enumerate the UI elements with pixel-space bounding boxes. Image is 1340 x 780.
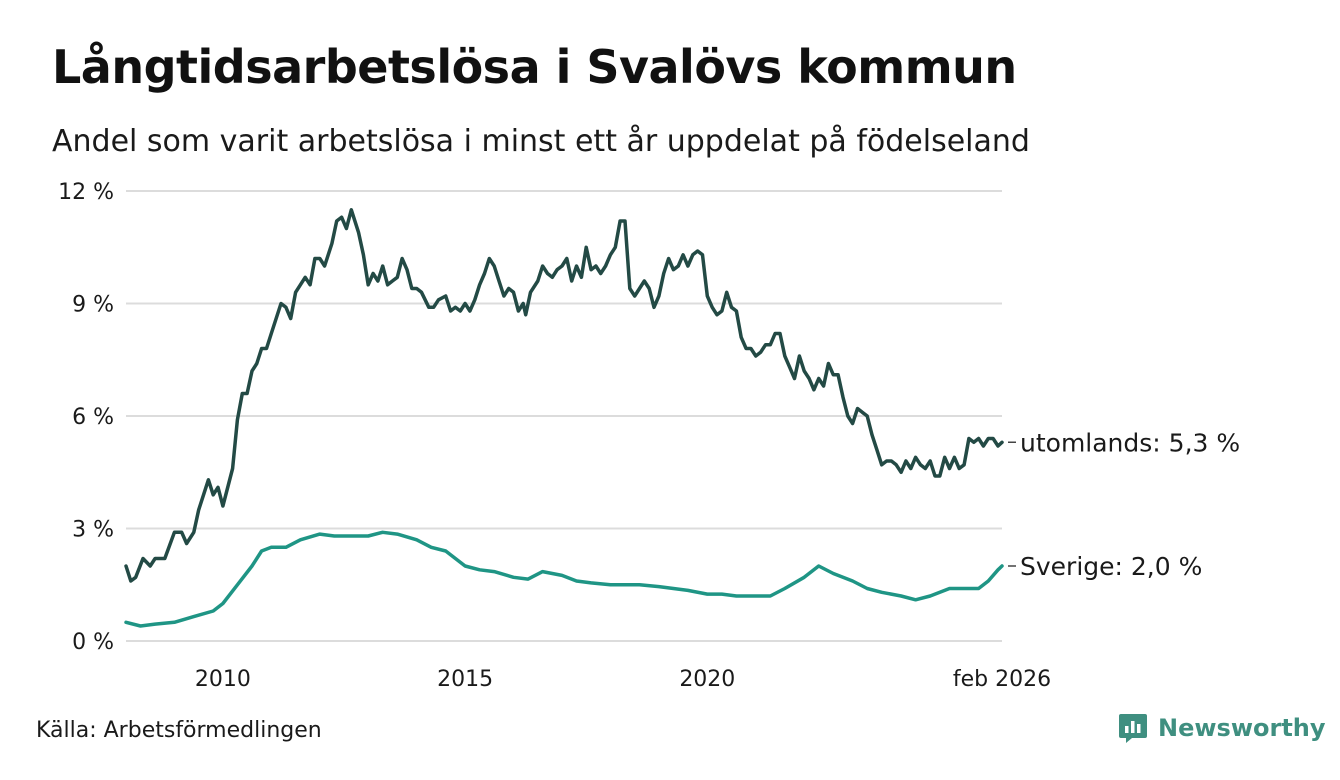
x-tick-label: feb 2026 bbox=[953, 667, 1051, 692]
source-note: Källa: Arbetsförmedlingen bbox=[36, 718, 322, 743]
series-label-sverige: Sverige: 2,0 % bbox=[1020, 552, 1202, 581]
x-tick-label: 2010 bbox=[195, 667, 251, 692]
x-tick-label: 2020 bbox=[679, 667, 735, 692]
y-tick-label: 6 % bbox=[72, 405, 114, 430]
x-axis: 2010 2015 2020 feb 2026 bbox=[195, 667, 1051, 692]
series-line-utomlands bbox=[124, 208, 1004, 583]
newsworthy-icon bbox=[1119, 714, 1147, 743]
series-line-sverige bbox=[124, 530, 1004, 628]
y-tick-label: 3 % bbox=[72, 518, 114, 543]
x-tick-label: 2015 bbox=[437, 667, 493, 692]
brand-logo: Newsworthy bbox=[1118, 712, 1326, 744]
y-axis: 0 % 3 % 6 % 9 % 12 % bbox=[58, 180, 114, 655]
y-tick-label: 12 % bbox=[58, 180, 114, 205]
chart-title: Långtidsarbetslösa i Svalövs kommun bbox=[52, 40, 1017, 94]
chart-subtitle: Andel som varit arbetslösa i minst ett å… bbox=[52, 124, 1030, 159]
y-tick-label: 9 % bbox=[72, 293, 114, 318]
series bbox=[124, 208, 1004, 628]
y-tick-label: 0 % bbox=[72, 630, 114, 655]
series-labels: utomlands: 5,3 % Sverige: 2,0 % bbox=[1008, 428, 1240, 581]
series-label-utomlands: utomlands: 5,3 % bbox=[1020, 428, 1240, 457]
brand-name: Newsworthy bbox=[1158, 714, 1326, 742]
grid bbox=[126, 190, 1002, 642]
